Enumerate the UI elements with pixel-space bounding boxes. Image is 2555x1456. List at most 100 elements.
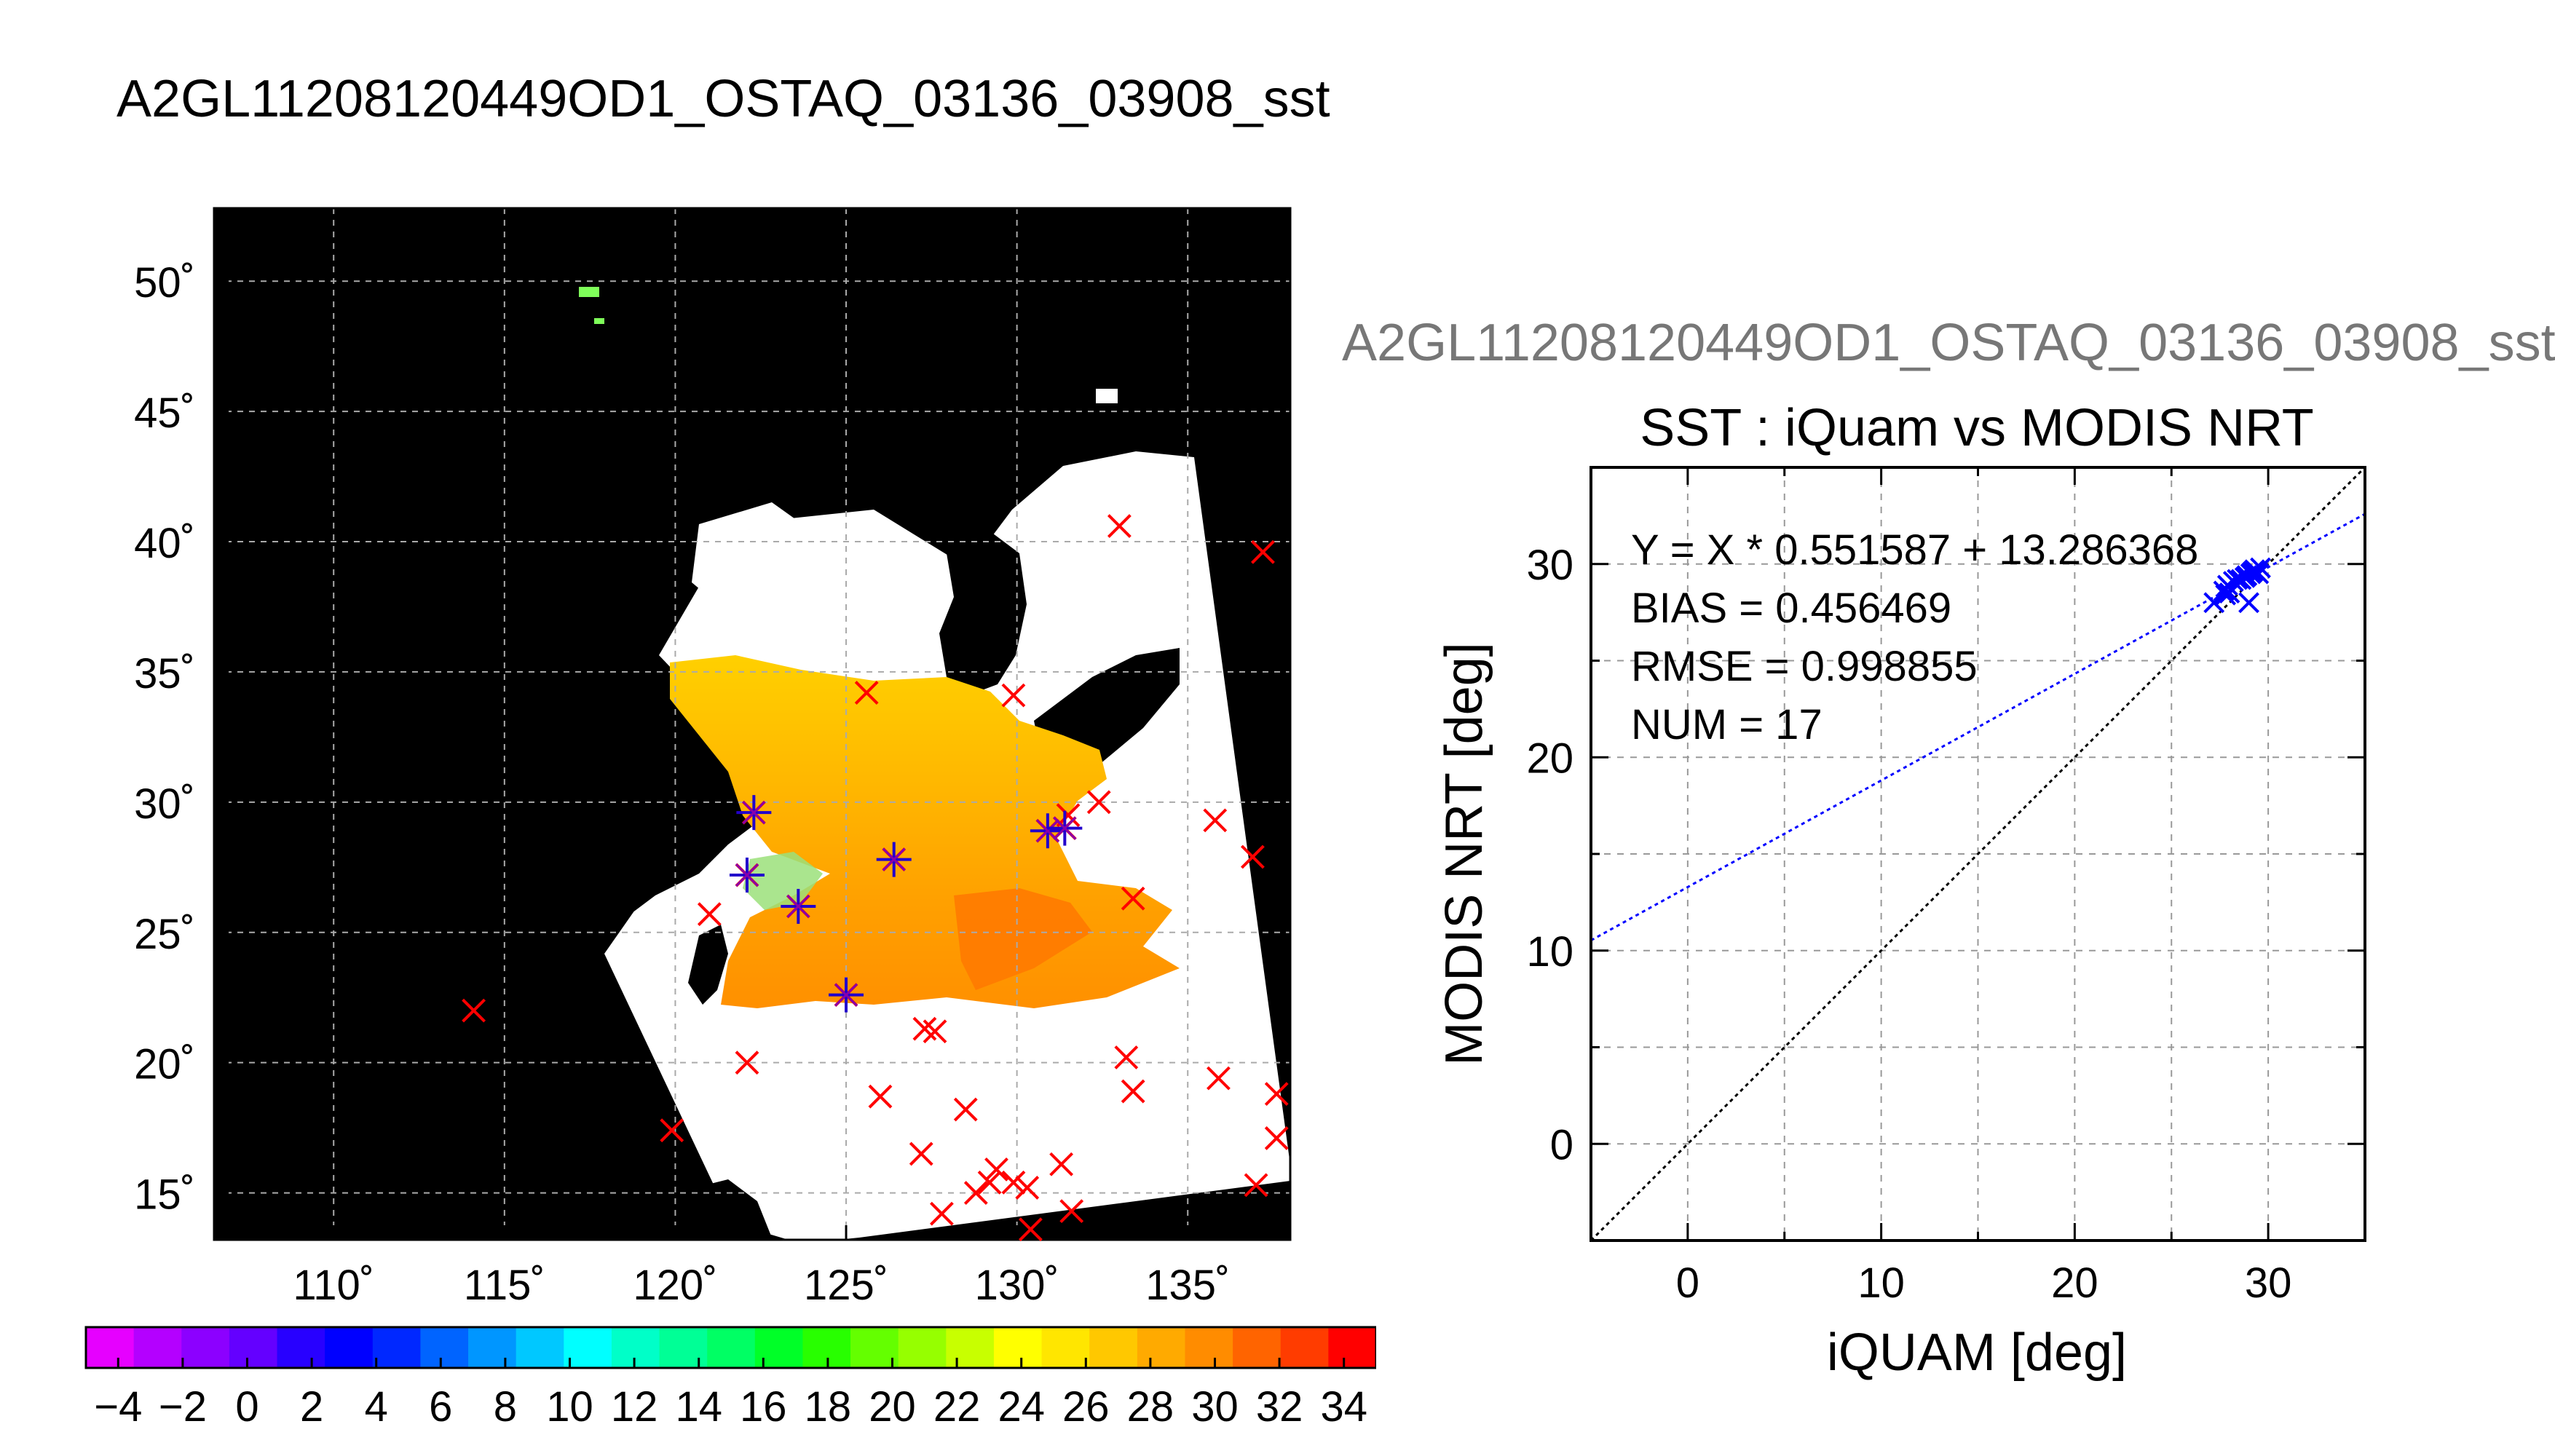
lon-tick-label: 115˚ xyxy=(464,1262,545,1309)
insitu-marker xyxy=(1018,1217,1043,1242)
insitu-marker xyxy=(953,1097,978,1122)
colorbar-label: 0 xyxy=(235,1383,258,1431)
colorbar-label: −4 xyxy=(94,1383,142,1431)
scatter-points xyxy=(2203,557,2271,614)
colorbar-swatch xyxy=(946,1327,995,1368)
matched-marker xyxy=(1047,810,1083,846)
insitu-marker xyxy=(1121,886,1145,911)
insitu-marker xyxy=(697,902,722,927)
land-korea xyxy=(939,531,1027,695)
lon-tick-label: 120˚ xyxy=(633,1262,717,1309)
lat-tick-label: 25˚ xyxy=(134,911,195,958)
colorbar xyxy=(84,1326,1376,1369)
colorbar-label: 4 xyxy=(365,1383,388,1431)
scatter-point xyxy=(2242,561,2264,582)
lon-tick-label: 125˚ xyxy=(804,1262,888,1309)
colorbar-border xyxy=(84,1326,1376,1369)
scatter-point xyxy=(2248,563,2270,585)
map-grid xyxy=(214,208,1290,1240)
insitu-marker xyxy=(735,1051,759,1075)
insitu-marker xyxy=(1114,1045,1139,1069)
stat-annotation: BIAS = 0.456469 xyxy=(1631,585,1951,632)
regression-line xyxy=(1590,513,2366,942)
colorbar-labels: −4 −2 0 2 4 6 8 10 12 14 16 18 20 22 24 26 28 30 32 34 xyxy=(94,1383,1367,1431)
scatter-annotations: Y = X * 0.551587 + 13.286368 BIAS = 0.456… xyxy=(1631,526,2198,748)
colorbar-swatch xyxy=(1137,1327,1186,1368)
x-tick-label: 30 xyxy=(2245,1259,2292,1307)
sst-speckle xyxy=(594,318,604,324)
colorbar-swatch xyxy=(1185,1327,1233,1368)
colorbar-swatch xyxy=(754,1327,804,1368)
insitu-marker xyxy=(1001,683,1026,708)
insitu-marker xyxy=(1059,1199,1084,1224)
colorbar-swatch xyxy=(1233,1327,1282,1368)
scatter-point xyxy=(2203,592,2225,614)
colorbar-label: 20 xyxy=(869,1383,916,1431)
land-taiwan xyxy=(688,925,728,1005)
colorbar-swatch xyxy=(372,1327,422,1368)
sst-green-patch xyxy=(743,852,823,910)
sst-speckle xyxy=(579,287,599,297)
insitu-marker xyxy=(909,1142,933,1166)
lat-tick-label: 35˚ xyxy=(134,650,195,697)
sst-warm-patch xyxy=(954,888,1092,990)
colorbar-label: 10 xyxy=(546,1383,593,1431)
colorbar-swatch xyxy=(516,1327,564,1368)
scatter-point xyxy=(2227,569,2248,590)
colorbar-swatch xyxy=(229,1327,278,1368)
colorbar-label: 18 xyxy=(805,1383,852,1431)
scatter-file-header: A2GL11208120449OD1_OSTAQ_03136_03908_sst xyxy=(1342,314,2555,372)
lat-tick-label: 50˚ xyxy=(134,259,195,306)
matched-marker xyxy=(781,888,816,924)
chart-title: SST : iQuam vs MODIS NRT xyxy=(1640,399,2314,457)
scatter-point xyxy=(2238,592,2259,614)
colorbar-label: 14 xyxy=(675,1383,722,1431)
colorbar-swatch xyxy=(1280,1327,1329,1368)
insitu-marker xyxy=(1264,1082,1289,1107)
insitu-marker xyxy=(923,1019,947,1044)
insitu-marker xyxy=(977,1170,1002,1195)
insitu-marker xyxy=(660,1118,684,1143)
colorbar-swatch xyxy=(181,1327,230,1368)
page-title: A2GL11208120449OD1_OSTAQ_03136_03908_sst xyxy=(117,70,1330,128)
colorbar-swatch xyxy=(898,1327,947,1368)
stat-annotation: NUM = 17 xyxy=(1631,701,1823,748)
y-tick-label: 20 xyxy=(1526,735,1573,782)
stat-annotation: RMSE = 0.998855 xyxy=(1631,643,1978,690)
y-axis-label: MODIS NRT [deg] xyxy=(1435,642,1493,1066)
scatter-ticks: 0 10 20 30 0 10 20 30 xyxy=(1526,466,2366,1307)
insitu-marker xyxy=(963,1181,988,1206)
insitu-marker xyxy=(462,998,486,1023)
stat-annotation: Y = X * 0.551587 + 13.286368 xyxy=(1631,526,2198,574)
colorbar-swatch xyxy=(850,1327,899,1368)
scatter-point xyxy=(2215,584,2237,606)
colorbar-label: 2 xyxy=(300,1383,323,1431)
lat-tick-label: 40˚ xyxy=(134,520,195,567)
colorbar-label: 32 xyxy=(1256,1383,1303,1431)
colorbar-swatch xyxy=(993,1327,1043,1368)
insitu-marker xyxy=(1001,1170,1026,1195)
matched-marker xyxy=(729,858,765,893)
insitu-marker xyxy=(984,1157,1008,1182)
scatter-point xyxy=(2230,569,2252,590)
insitu-marker xyxy=(1244,1173,1268,1198)
land-philippines xyxy=(699,1179,772,1240)
land-china-coast xyxy=(553,641,786,946)
colorbar-swatch xyxy=(86,1327,135,1368)
insitu-marker xyxy=(868,1084,893,1109)
colorbar-swatch xyxy=(133,1327,182,1368)
colorbar-swatch xyxy=(707,1327,756,1368)
scatter-point xyxy=(2222,571,2244,593)
x-tick-label: 0 xyxy=(1676,1259,1699,1307)
colorbar-label: 22 xyxy=(933,1383,981,1431)
insitu-marker xyxy=(854,681,879,705)
matched-marker xyxy=(876,842,912,877)
y-tick-label: 0 xyxy=(1550,1121,1573,1168)
colorbar-label: 12 xyxy=(611,1383,658,1431)
insitu-marker xyxy=(1107,514,1132,538)
lon-tick-label: 130˚ xyxy=(975,1262,1059,1309)
lat-tick-label: 30˚ xyxy=(134,780,195,828)
identity-line xyxy=(1590,466,2366,1242)
colorbar-label: 6 xyxy=(429,1383,452,1431)
insitu-marker xyxy=(1207,1066,1231,1091)
